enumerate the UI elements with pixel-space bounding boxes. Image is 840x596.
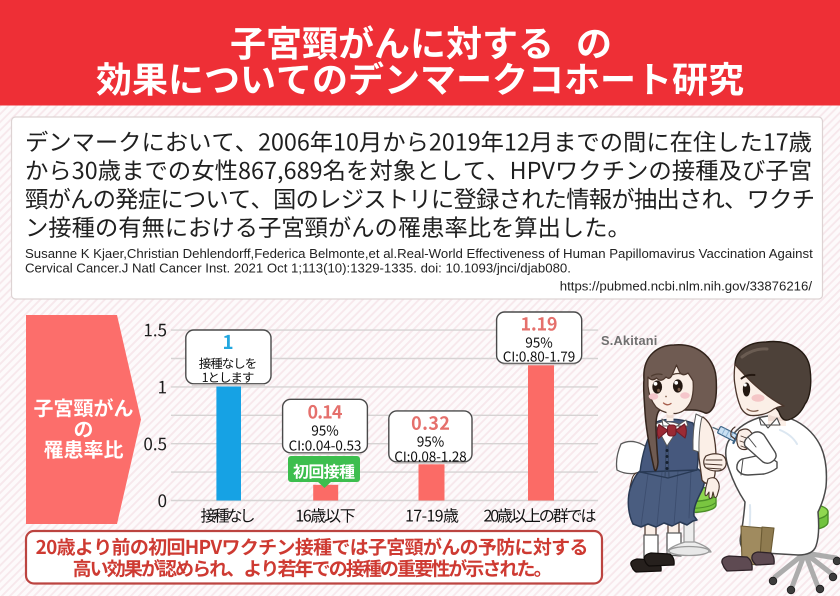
svg-text:https://pubmed.ncbi.nlm.nih.go: https://pubmed.ncbi.nlm.nih.gov/33876216… — [560, 279, 813, 294]
svg-text:Susanne K Kjaer,Christian Dehl: Susanne K Kjaer,Christian Dehlendorff,Fe… — [25, 246, 813, 261]
svg-text:S.Akitani: S.Akitani — [601, 333, 658, 348]
svg-text:Cervical Cancer.J Natl Cancer: Cervical Cancer.J Natl Cancer Inst. 2021… — [25, 261, 571, 276]
